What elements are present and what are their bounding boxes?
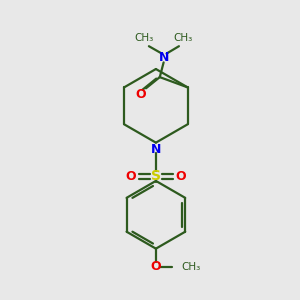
- Text: O: O: [135, 88, 146, 101]
- Text: O: O: [126, 170, 136, 183]
- Text: O: O: [151, 260, 161, 273]
- Text: S: S: [151, 169, 161, 184]
- Text: CH₃: CH₃: [181, 262, 200, 272]
- Text: N: N: [151, 142, 161, 156]
- Text: N: N: [159, 52, 169, 64]
- Text: O: O: [175, 170, 186, 183]
- Text: CH₃: CH₃: [135, 33, 154, 43]
- Text: CH₃: CH₃: [174, 33, 193, 43]
